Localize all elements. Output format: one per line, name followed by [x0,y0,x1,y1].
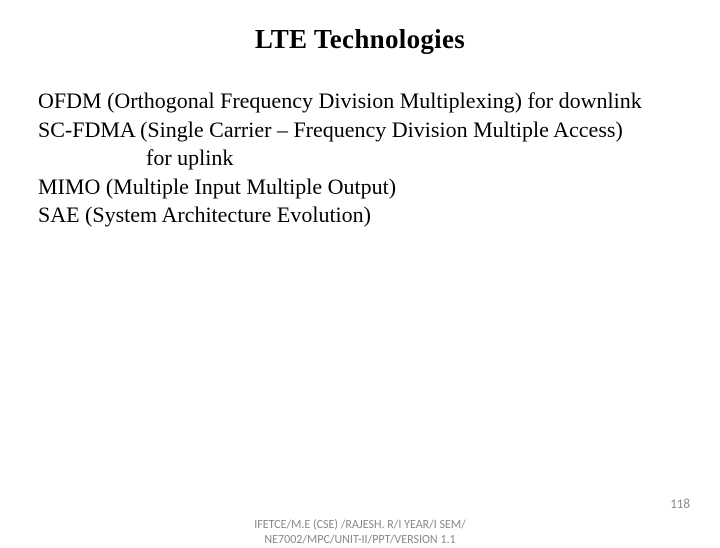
page-number: 118 [670,497,690,512]
body-line-sae: SAE (System Architecture Evolution) [38,201,682,230]
body-line-uplink: for uplink [38,144,682,173]
slide-title: LTE Technologies [38,24,682,55]
slide-container: LTE Technologies OFDM (Orthogonal Freque… [0,0,720,540]
body-line-scfdma: SC-FDMA (Single Carrier – Frequency Divi… [38,116,682,145]
footer-center: IFETCE/M.E (CSE) /RAJESH. R/I YEAR/I SEM… [210,518,510,548]
body-line-mimo: MIMO (Multiple Input Multiple Output) [38,173,682,202]
footer-line-1: IFETCE/M.E (CSE) /RAJESH. R/I YEAR/I SEM… [210,518,510,533]
footer-line-2: NE7002/MPC/UNIT-II/PPT/VERSION 1.1 [210,533,510,548]
body-line-ofdm: OFDM (Orthogonal Frequency Division Mult… [38,87,682,116]
slide-body: OFDM (Orthogonal Frequency Division Mult… [38,87,682,230]
